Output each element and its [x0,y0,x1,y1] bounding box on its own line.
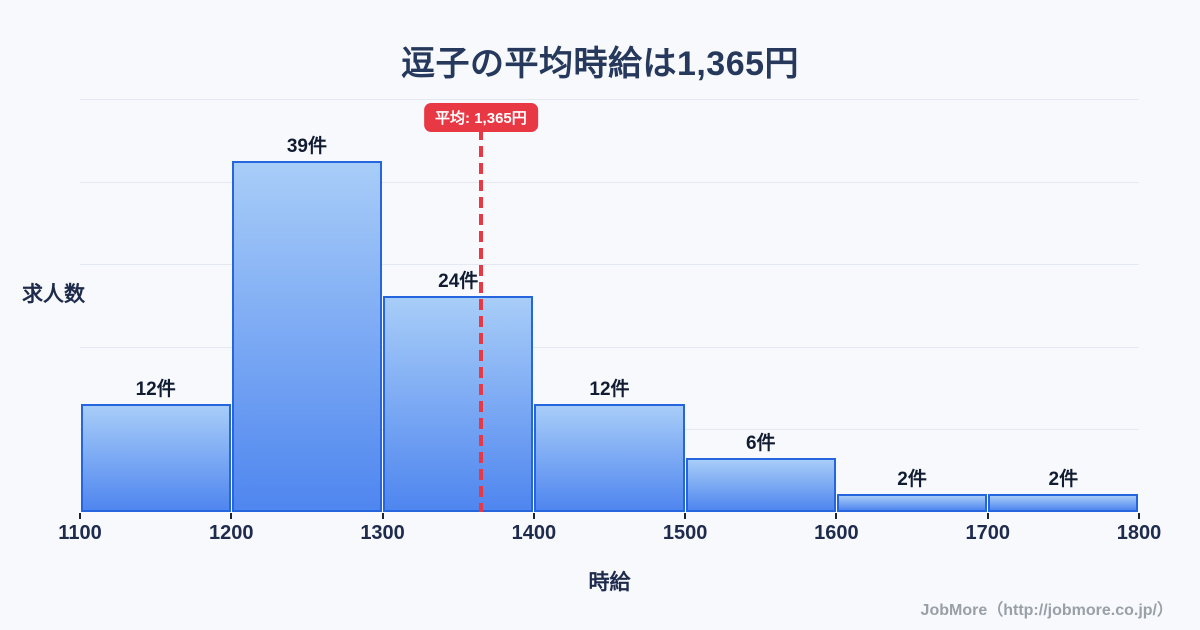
axis-tick [835,513,838,519]
histogram-bar [80,404,231,512]
axis-tick [1138,513,1140,519]
gridline [80,347,1139,348]
axis-tick-label: 1800 [1116,522,1162,544]
bar-count-label: 2件 [1048,469,1079,490]
bar-count-label: 39件 [286,136,327,157]
gridline [80,99,1139,100]
axis-tick [79,513,81,519]
x-axis-label: 時給 [588,571,631,594]
gridline [80,182,1139,183]
axis-tick [986,513,989,519]
axis-tick [381,513,384,519]
average-badge: 平均: 1,365円 [424,103,538,132]
histogram-bar [231,161,383,512]
average-line [478,129,483,512]
axis-tick-label: 1500 [662,522,708,544]
histogram-bar [988,494,1139,512]
axis-tick-label: 1100 [58,522,102,544]
chart-title: 逗子の平均時給は1,365円 [400,45,800,83]
axis-tick [684,513,687,519]
gridline [80,264,1139,265]
axis-tick-label: 1400 [511,522,557,544]
bar-count-label: 6件 [745,433,776,454]
axis-tick-label: 1300 [360,522,405,544]
footer-credit: JobMore（http://jobmore.co.jp/） [920,602,1173,619]
axis-tick-label: 1600 [814,522,859,544]
histogram-bar [383,296,534,512]
bar-count-label: 2件 [897,469,927,490]
histogram-bar [836,494,988,512]
y-axis-label: 求人数 [22,283,85,306]
histogram-bar [534,404,685,512]
histogram-bar [685,458,836,512]
axis-tick [532,513,535,519]
axis-tick-label: 1200 [209,522,254,544]
axis-tick-label: 1700 [965,522,1010,544]
bar-count-label: 12件 [135,379,176,400]
axis-tick [230,513,233,519]
bar-count-label: 24件 [438,271,479,292]
bar-count-label: 12件 [589,379,630,400]
